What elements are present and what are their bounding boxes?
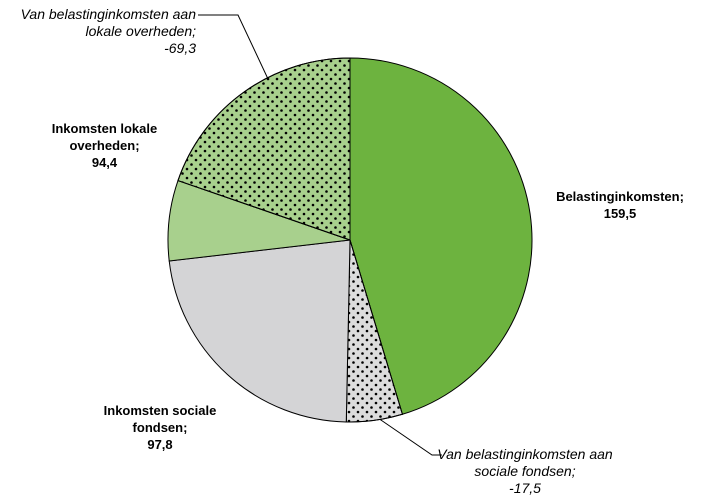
value-label: 94,4 <box>91 155 118 170</box>
category-label: Van belastinginkomsten aan lokale overhe… <box>20 6 196 39</box>
category-label: Van belastinginkomsten aan sociale fonds… <box>437 446 613 479</box>
value-label: -69,3 <box>164 40 196 56</box>
category-label: Inkomsten sociale fondsen; <box>103 403 217 435</box>
category-label: Inkomsten lokale overheden; <box>51 121 158 153</box>
slice-label: Inkomsten sociale fondsen; 97,8 <box>80 402 240 453</box>
leader-line <box>377 417 442 456</box>
value-label: 159,5 <box>603 206 637 221</box>
slice-label: Belastinginkomsten; 159,5 <box>535 188 704 222</box>
slice-label: Van belastinginkomsten aan lokale overhe… <box>0 6 196 57</box>
pie-slice <box>168 239 351 423</box>
category-label: Belastinginkomsten; <box>556 189 684 204</box>
value-label: -17,5 <box>509 480 541 496</box>
slice-label: Van belastinginkomsten aan sociale fonds… <box>430 446 620 497</box>
slice-label: Inkomsten lokale overheden; 94,4 <box>22 120 187 171</box>
value-label: 97,8 <box>147 437 173 452</box>
